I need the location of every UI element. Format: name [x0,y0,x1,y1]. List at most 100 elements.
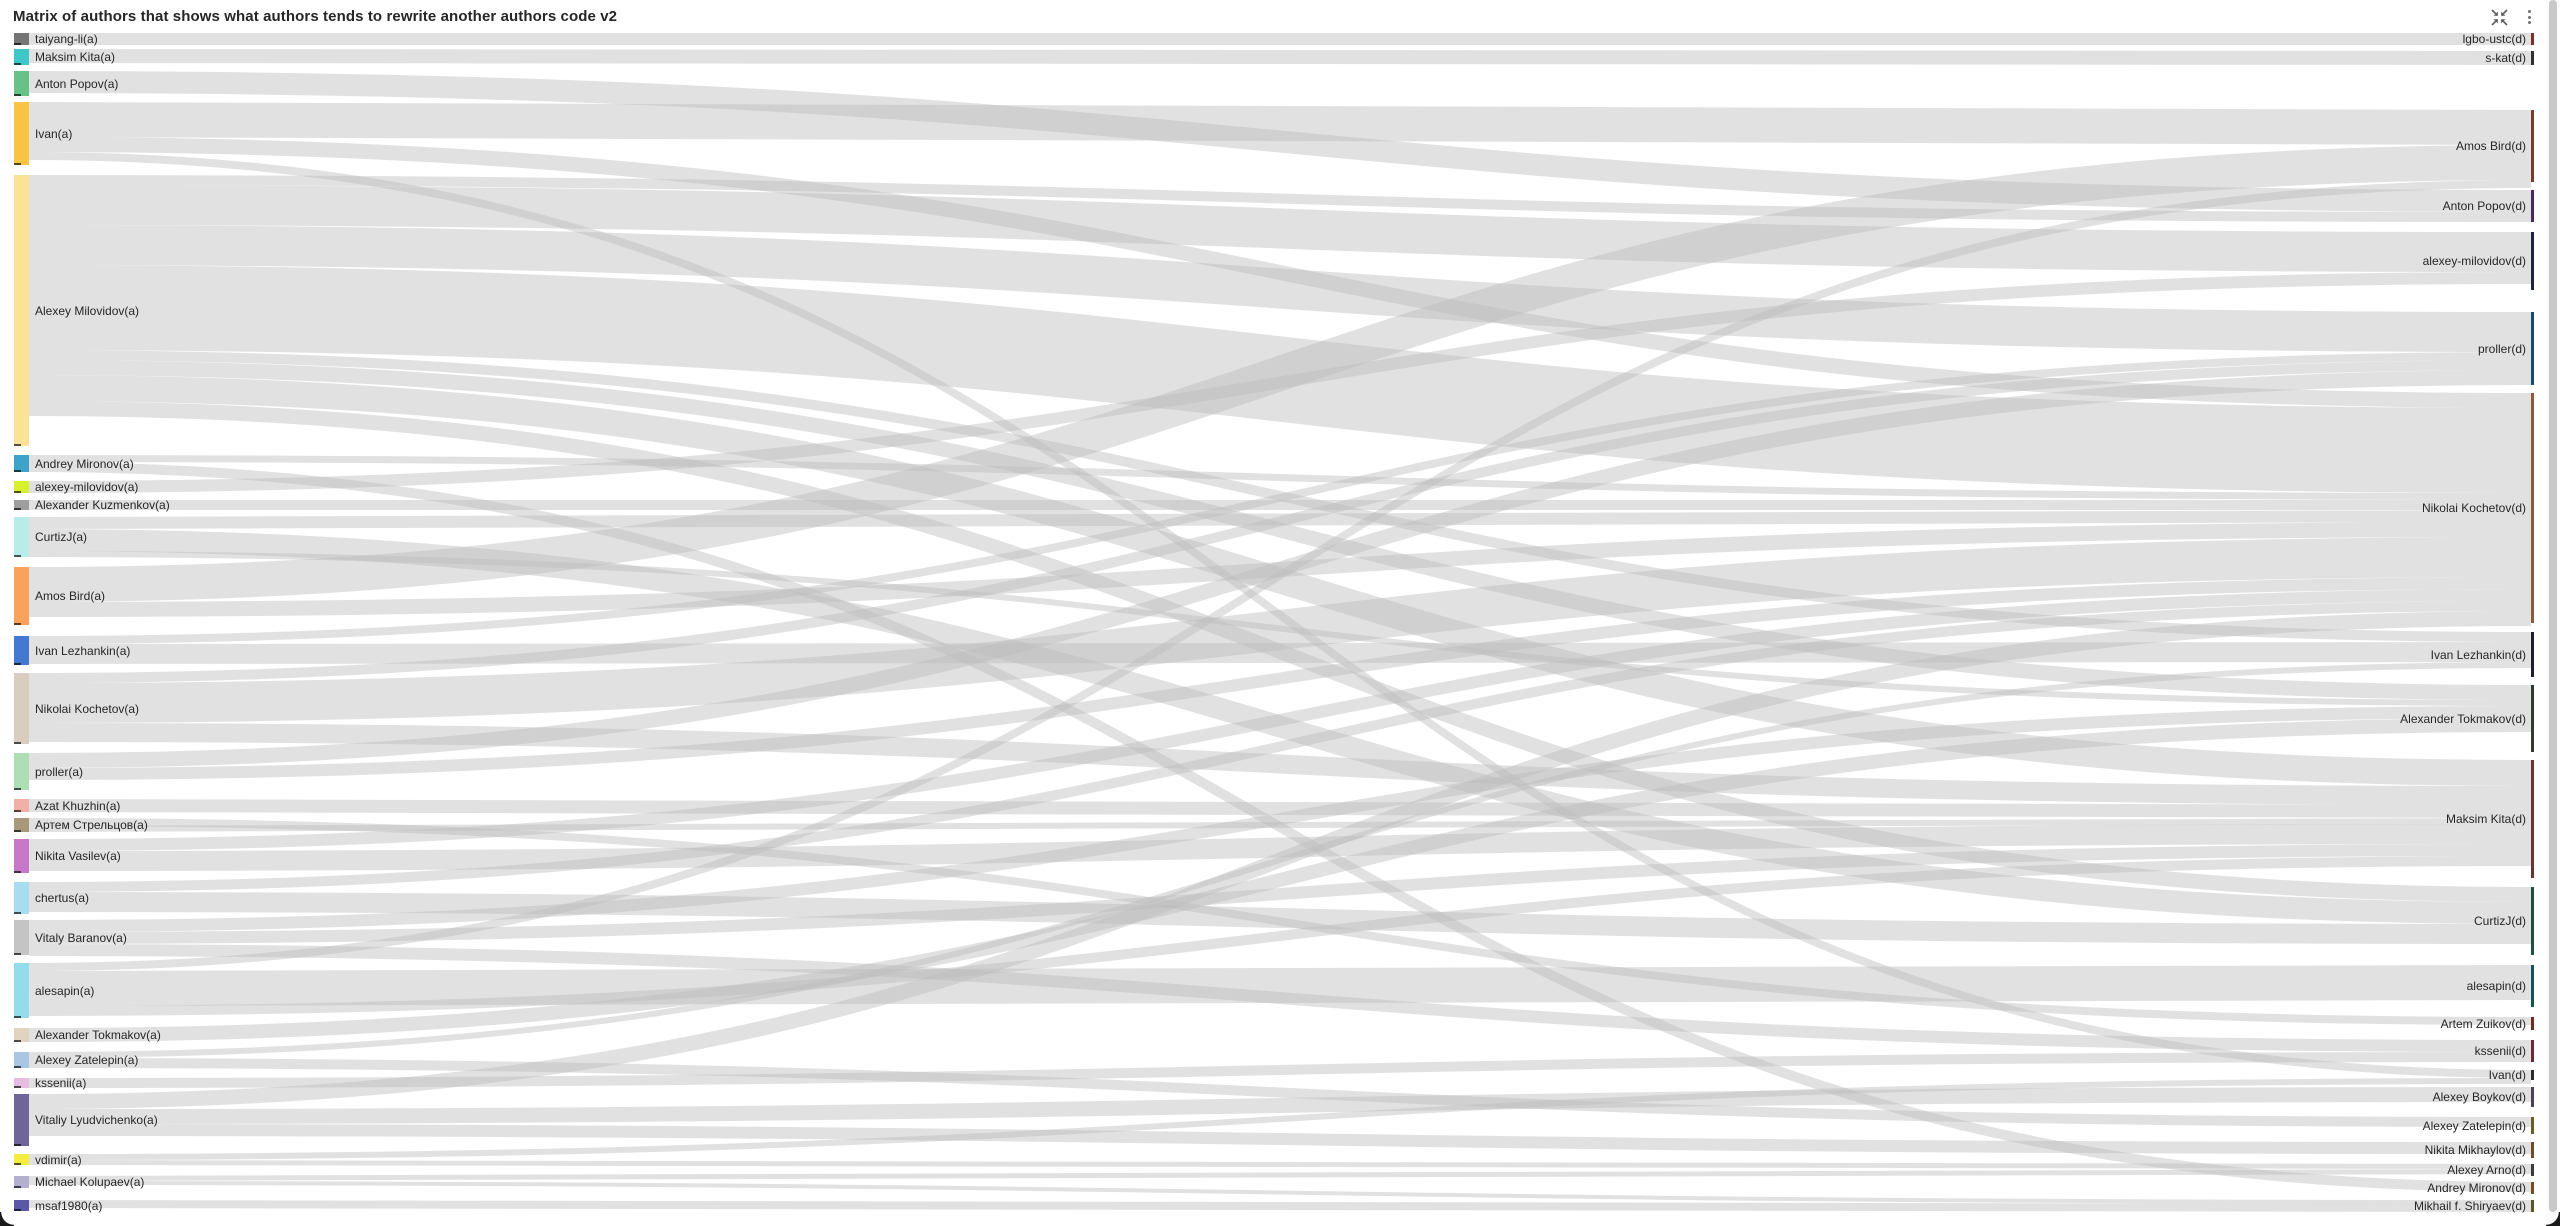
sankey-link[interactable] [28,1181,2532,1204]
sankey-link[interactable] [28,265,2532,493]
sankey-node[interactable] [14,1154,29,1165]
sankey-link[interactable] [28,350,2532,642]
sankey-link[interactable] [28,537,2532,723]
sankey-node[interactable] [14,175,29,446]
sankey-link[interactable] [28,370,2532,768]
sankey-node[interactable] [2531,232,2534,290]
sankey-link[interactable] [28,360,2532,700]
sankey-node[interactable] [2531,110,2534,182]
sankey-link[interactable] [28,522,2532,617]
sankey-node[interactable] [14,1200,29,1211]
sankey-node[interactable] [14,839,29,873]
sankey-node[interactable] [2531,1040,2534,1062]
sankey-link[interactable] [28,1169,2532,1181]
sankey-node[interactable] [14,673,29,744]
sankey-link[interactable] [28,1124,2532,1154]
sankey-node[interactable] [2531,1164,2534,1176]
sankey-link[interactable] [28,589,2532,851]
sankey-link[interactable] [28,1052,2532,1088]
sankey-link[interactable] [28,455,2532,500]
sankey-node[interactable] [14,963,29,1018]
sankey-node[interactable] [2531,51,2534,65]
collapse-icon[interactable] [2490,8,2508,26]
sankey-node[interactable] [14,636,29,665]
vertical-scrollbar-thumb[interactable] [2549,0,2557,1212]
sankey-link[interactable] [28,611,2532,1109]
sankey-node[interactable] [2531,887,2534,955]
sankey-link[interactable] [28,642,2532,664]
sankey-node[interactable] [14,1028,29,1042]
sankey-node[interactable] [14,882,29,914]
sankey-link[interactable] [28,180,2532,971]
sankey-node[interactable] [2531,760,2534,878]
sankey-link[interactable] [28,1087,2532,1124]
sankey-node[interactable] [2531,685,2534,752]
sankey-link[interactable] [28,944,2532,1052]
sankey-link[interactable] [28,799,2532,818]
sankey-link[interactable] [28,352,2532,644]
sankey-node[interactable] [14,481,29,493]
sankey-node[interactable] [14,500,29,510]
sankey-link[interactable] [28,145,2532,602]
sankey-node[interactable] [14,818,29,832]
sankey-node[interactable] [14,517,29,557]
sankey-link[interactable] [28,1078,2532,1160]
sankey-node[interactable] [2531,1117,2534,1134]
sankey-link[interactable] [28,965,2532,1006]
sankey-link[interactable] [28,844,2532,944]
sankey-link[interactable] [28,892,2532,944]
sankey-link[interactable] [28,152,2532,1078]
sankey-link[interactable] [28,71,2532,212]
sankey-node[interactable] [14,1094,29,1146]
sankey-node[interactable] [14,455,29,472]
sankey-link[interactable] [28,723,2532,805]
sankey-link[interactable] [28,272,2532,493]
sankey-link[interactable] [28,601,2532,892]
sankey-link[interactable] [28,1160,2532,1169]
sankey-link[interactable] [28,49,2532,65]
sankey-link[interactable] [28,185,2532,272]
sankey-node[interactable] [14,102,29,165]
sankey-node[interactable] [14,753,29,790]
sankey-node[interactable] [14,1052,29,1068]
sankey-link[interactable] [28,225,2532,352]
sankey-link[interactable] [28,706,2532,932]
sankey-node[interactable] [2531,393,2534,623]
sankey-link[interactable] [28,1058,2532,1127]
kebab-menu-icon[interactable] [2520,8,2538,26]
sankey-node[interactable] [2531,1200,2534,1212]
sankey-link[interactable] [28,818,2532,832]
sankey-link[interactable] [28,662,2532,1058]
sankey-link[interactable] [28,551,2532,706]
sankey-link[interactable] [28,577,2532,780]
sankey-node[interactable] [2531,1142,2534,1158]
sankey-link[interactable] [28,529,2532,924]
sankey-link[interactable] [28,137,2532,408]
sankey-node[interactable] [2531,33,2534,45]
sankey-link[interactable] [28,824,2532,871]
sankey-node[interactable] [2531,965,2534,1007]
sankey-node[interactable] [14,49,29,65]
sankey-link[interactable] [28,510,2532,529]
sankey-link[interactable] [28,360,2532,683]
sankey-link[interactable] [28,856,2532,1016]
sankey-node[interactable] [2531,312,2534,385]
sankey-link[interactable] [28,401,2532,902]
sankey-node[interactable] [14,71,29,96]
sankey-link[interactable] [28,818,2532,1025]
sankey-node[interactable] [2531,632,2534,677]
sankey-node[interactable] [14,1078,29,1088]
sankey-node[interactable] [2531,190,2534,222]
sankey-node[interactable] [14,920,29,955]
sankey-link[interactable] [28,102,2532,145]
sankey-link[interactable] [28,375,2532,786]
sankey-node[interactable] [2531,1017,2534,1030]
sankey-node[interactable] [2531,1182,2534,1194]
sankey-node[interactable] [14,799,29,812]
sankey-link[interactable] [28,718,2532,1042]
sankey-node[interactable] [14,33,29,45]
sankey-link[interactable] [28,1200,2532,1212]
sankey-node[interactable] [2531,1070,2534,1080]
sankey-link[interactable] [28,462,2532,1192]
sankey-node[interactable] [14,567,29,625]
